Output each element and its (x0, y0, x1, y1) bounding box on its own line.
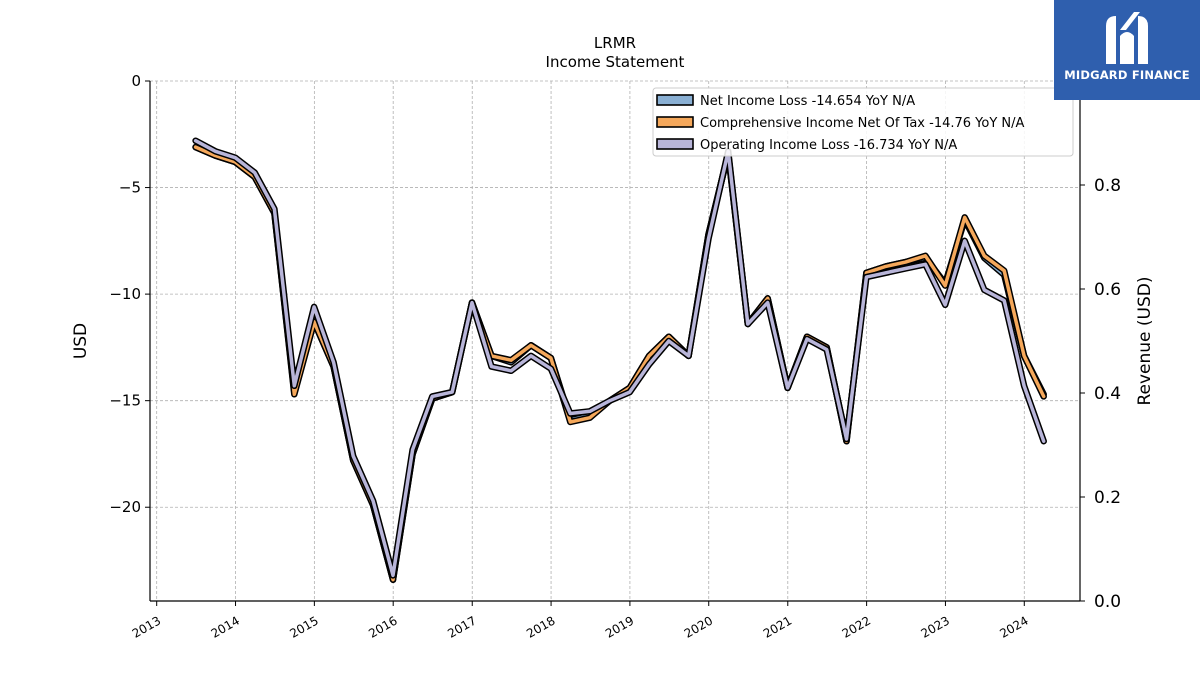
series-line (193, 145, 1046, 582)
midgard-finance-logo: MIDGARD FINANCE (1054, 0, 1200, 100)
x-tick-label: 2014 (209, 613, 242, 640)
axes: 0 −5 −10 −15 −20 0.0 0.2 0.4 0.6 0.8 2013 2014 2015 2… (109, 72, 1121, 641)
y-axis-label: USD (71, 323, 91, 359)
y-tick-label: −5 (119, 179, 141, 197)
y-tick-label: 0 (131, 72, 141, 90)
y2-tick-label: 0.2 (1094, 488, 1121, 508)
x-tick-label: 2020 (682, 613, 715, 640)
legend-box (652, 87, 1074, 157)
y2-tick-label: 0.8 (1094, 176, 1121, 196)
logo-text: MIDGARD FINANCE (1064, 68, 1190, 82)
series-outline (192, 143, 1047, 583)
legend-label: Operating Income Loss -16.734 YoY N/A (700, 138, 957, 153)
x-tick-label: 2021 (761, 613, 794, 640)
legend-swatch (656, 116, 694, 128)
x-tick-label: 2018 (524, 613, 557, 640)
y-tick-label: −20 (109, 498, 141, 516)
y2-tick-label: 0.4 (1094, 384, 1121, 404)
x-tick-label: 2013 (130, 613, 163, 640)
legend-swatch (656, 138, 694, 150)
chart-subtitle: Income Statement (546, 53, 685, 71)
y2-tick-label: 0.0 (1094, 592, 1121, 612)
series-lines (192, 137, 1047, 583)
y-tick-label: −15 (109, 392, 141, 410)
series-line (193, 145, 1046, 582)
legend-label: Comprehensive Income Net Of Tax -14.76 Y… (700, 116, 1025, 131)
x-tick-label: 2016 (366, 613, 399, 640)
x-tick-label: 2019 (603, 613, 636, 640)
x-tick-label: 2023 (918, 613, 951, 640)
logo-mark-icon (1106, 12, 1148, 64)
x-tick-label: 2017 (445, 613, 478, 640)
series-outline (192, 143, 1047, 583)
x-tick-label: 2022 (840, 613, 873, 640)
x-tick-label: 2015 (287, 613, 320, 640)
grid (150, 80, 1080, 601)
legend: Net Income Loss -14.654 YoY N/A Comprehen… (652, 87, 1074, 157)
legend-swatch (656, 94, 694, 106)
y-tick-label: −10 (109, 285, 141, 303)
legend-label: Net Income Loss -14.654 YoY N/A (700, 94, 915, 109)
y2-tick-label: 0.6 (1094, 280, 1121, 300)
x-tick-label: 2024 (997, 613, 1030, 640)
series-outline (192, 137, 1047, 579)
y2-axis-label: Revenue (USD) (1135, 276, 1155, 405)
series-line (193, 138, 1046, 578)
chart-title: LRMR (594, 34, 636, 52)
